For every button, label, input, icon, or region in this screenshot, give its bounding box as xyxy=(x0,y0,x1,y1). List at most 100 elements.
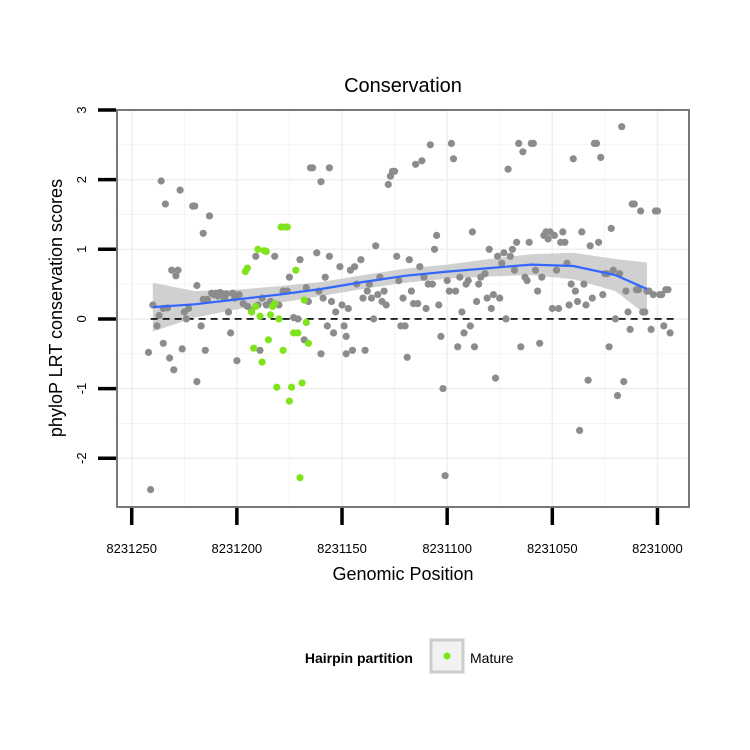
mature-point xyxy=(262,247,270,255)
mature-point xyxy=(294,329,302,337)
other-point xyxy=(430,245,439,253)
mature-point xyxy=(266,311,275,319)
mature-point xyxy=(283,223,291,231)
other-point xyxy=(561,238,569,246)
other-point xyxy=(403,353,411,361)
other-point xyxy=(599,291,607,299)
other-point xyxy=(426,141,434,149)
y-tick-label: 0 xyxy=(74,315,89,322)
other-point xyxy=(517,343,525,351)
other-point xyxy=(582,301,590,309)
data-points xyxy=(144,123,674,494)
other-point xyxy=(374,291,382,299)
other-point xyxy=(252,252,260,260)
other-point xyxy=(382,301,390,309)
y-tick-label: -2 xyxy=(74,452,89,464)
other-point xyxy=(161,200,169,208)
mature-point xyxy=(273,383,281,391)
other-point xyxy=(393,252,401,260)
other-point xyxy=(416,263,424,271)
other-point xyxy=(565,301,573,309)
y-axis: -2 -1 0 1 2 3 xyxy=(74,106,116,464)
other-point xyxy=(401,322,409,330)
other-point xyxy=(481,270,489,278)
other-point xyxy=(449,155,458,163)
other-point xyxy=(199,229,207,237)
other-point xyxy=(321,273,329,281)
mature-point xyxy=(248,308,256,316)
other-point xyxy=(433,231,441,239)
other-point xyxy=(222,290,230,298)
legend-label-mature: Mature xyxy=(470,650,514,666)
mature-point xyxy=(264,336,272,344)
other-point xyxy=(344,304,352,313)
mature-point xyxy=(300,296,308,304)
smooth-trend-line xyxy=(152,263,648,309)
other-point xyxy=(182,315,190,323)
other-point xyxy=(620,378,628,386)
other-point xyxy=(653,207,662,215)
other-point xyxy=(384,180,392,189)
other-point xyxy=(420,273,428,281)
other-point xyxy=(611,315,620,323)
other-point xyxy=(435,301,443,309)
plot-border xyxy=(116,109,690,508)
other-point xyxy=(372,242,380,250)
chart-title: Conservation xyxy=(344,75,462,97)
other-point xyxy=(172,272,180,280)
mature-point xyxy=(256,312,264,320)
other-point xyxy=(592,139,601,147)
other-point xyxy=(470,343,479,351)
other-point xyxy=(458,308,466,316)
other-point xyxy=(626,325,634,333)
other-point xyxy=(552,266,561,274)
other-point xyxy=(367,294,376,302)
other-point xyxy=(227,329,235,337)
other-point xyxy=(504,165,512,173)
other-point xyxy=(319,294,327,302)
other-point xyxy=(664,286,672,294)
other-point xyxy=(576,426,584,434)
mature-point xyxy=(252,302,260,310)
other-point xyxy=(193,378,201,386)
other-point xyxy=(168,266,176,274)
x-axis-title: Genomic Position xyxy=(332,564,473,584)
other-point xyxy=(475,280,483,288)
other-point xyxy=(609,266,617,274)
other-point xyxy=(634,286,643,294)
other-point xyxy=(630,200,638,208)
other-point xyxy=(357,256,365,264)
other-point xyxy=(441,472,449,480)
other-point xyxy=(191,202,199,210)
other-point xyxy=(464,277,472,285)
other-point xyxy=(224,308,233,316)
other-point xyxy=(506,252,514,260)
other-point xyxy=(559,228,567,236)
other-point xyxy=(325,252,333,260)
other-point xyxy=(538,273,546,281)
other-point xyxy=(567,280,575,288)
other-point xyxy=(578,228,586,236)
other-point xyxy=(534,287,542,295)
other-point xyxy=(437,332,445,340)
other-point xyxy=(456,273,464,281)
other-point xyxy=(325,164,333,172)
other-point xyxy=(351,263,359,271)
other-point xyxy=(361,346,369,354)
other-point xyxy=(428,280,436,288)
other-point xyxy=(184,304,193,313)
other-point xyxy=(363,287,371,295)
other-point xyxy=(571,287,580,295)
other-point xyxy=(489,291,497,299)
other-point xyxy=(491,374,500,382)
other-point xyxy=(447,139,455,147)
other-point xyxy=(519,148,527,156)
other-point xyxy=(178,345,186,353)
mature-point xyxy=(243,264,251,272)
mature-point xyxy=(271,300,279,308)
other-point xyxy=(508,245,516,253)
mature-point xyxy=(296,474,304,482)
mature-point xyxy=(254,245,262,253)
other-point xyxy=(637,207,645,215)
other-point xyxy=(391,167,399,175)
